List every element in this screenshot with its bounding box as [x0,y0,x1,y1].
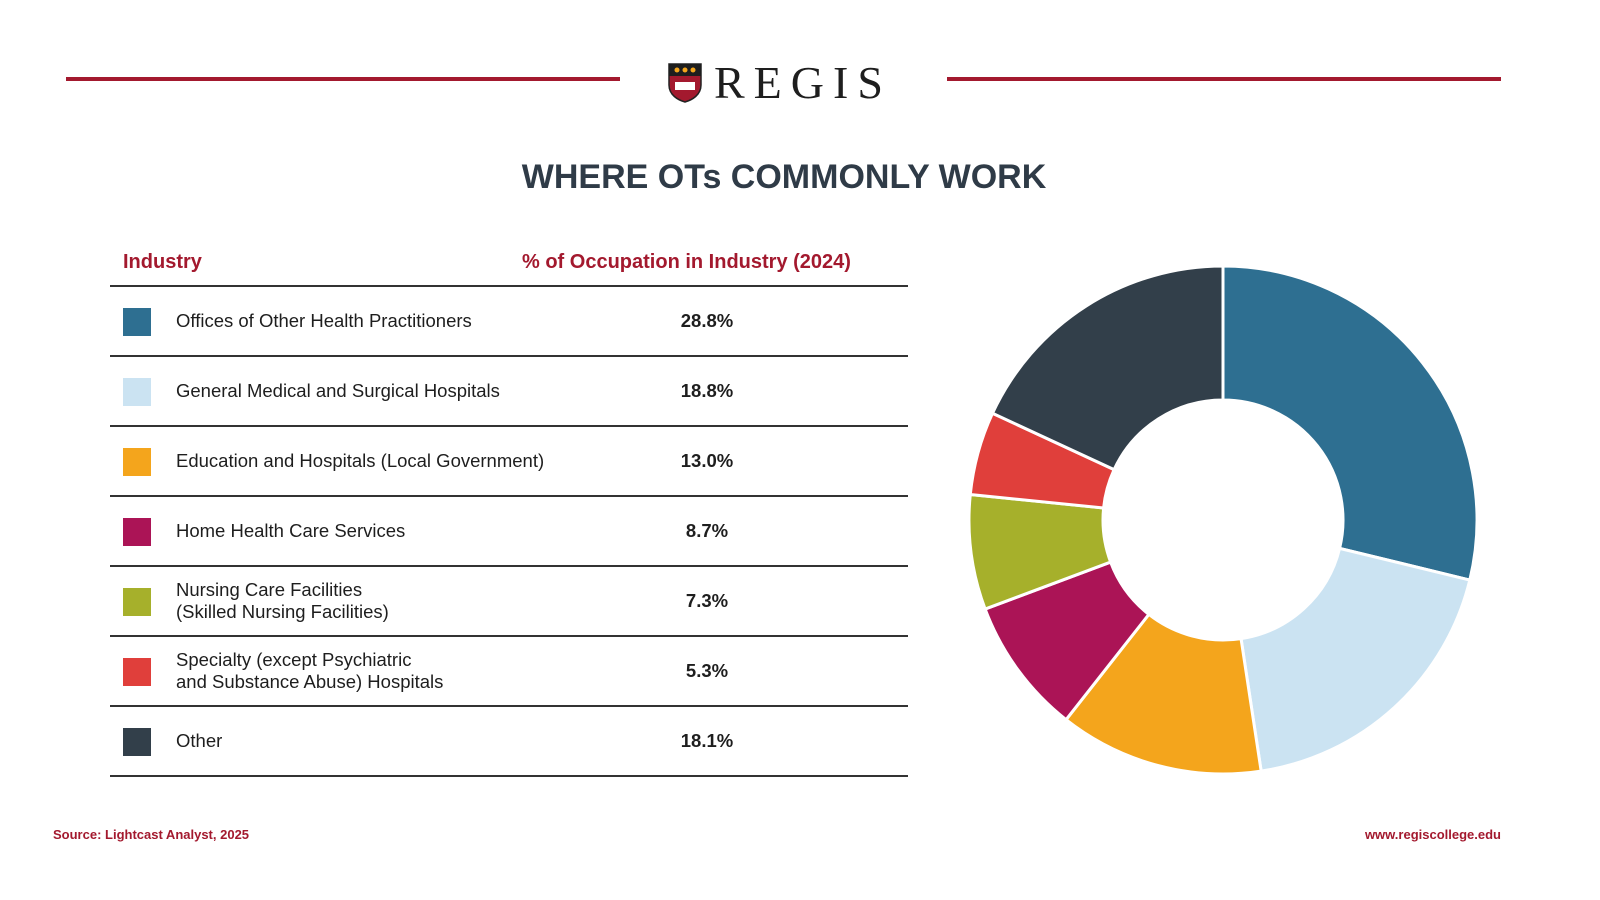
table-row: Education and Hospitals (Local Governmen… [110,425,908,495]
column-header-percent: % of Occupation in Industry (2024) [522,251,851,273]
percent-label: 8.7% [685,520,729,541]
industry-label: Home Health Care Services [176,520,406,541]
legend-swatch [123,728,151,756]
chart-title: WHERE OTs COMMONLY WORK [521,158,1047,196]
website-url: www.regiscollege.edu [1364,827,1501,842]
industry-label: Offices of Other Health Practitioners [176,310,472,331]
legend-swatch [123,588,151,616]
percent-label: 28.8% [680,310,734,331]
table-row: General Medical and Surgical Hospitals 1… [110,355,908,425]
percent-label: 7.3% [685,590,729,611]
legend-table: Offices of Other Health Practitioners 28… [110,285,908,777]
percent-label: 18.1% [680,730,734,751]
table-row: Specialty (except Psychiatric and Substa… [110,635,908,705]
industry-label: General Medical and Surgical Hospitals [176,380,500,401]
percent-label: 13.0% [680,450,734,471]
legend-swatch [123,518,151,546]
industry-label: Specialty (except Psychiatric and Substa… [176,649,444,692]
donut-slice [1063,612,1263,776]
industry-label: Other [176,730,223,751]
header-rule-left [66,77,620,81]
percent-label: 5.3% [685,660,729,681]
donut-slice [990,264,1225,472]
logo-text: REGIS [714,57,892,108]
column-header-industry: Industry [123,251,202,273]
legend-swatch [123,378,151,406]
legend-swatch [123,308,151,336]
donut-slice [1221,264,1479,582]
table-row: Nursing Care Facilities (Skilled Nursing… [110,565,908,635]
percent-label: 18.8% [680,380,734,401]
industry-label: Nursing Care Facilities (Skilled Nursing… [176,579,389,622]
table-row: Offices of Other Health Practitioners 28… [110,285,908,355]
table-row: Other 18.1% [110,705,908,777]
header-rule-right [947,77,1501,81]
regis-logo: REGIS [668,56,892,109]
donut-slice [1239,546,1472,773]
legend-swatch [123,658,151,686]
industry-label: Education and Hospitals (Local Governmen… [176,450,545,471]
legend-swatch [123,448,151,476]
shield-icon [668,62,702,103]
table-row: Home Health Care Services 8.7% [110,495,908,565]
source-note: Source: Lightcast Analyst, 2025 [53,827,250,842]
